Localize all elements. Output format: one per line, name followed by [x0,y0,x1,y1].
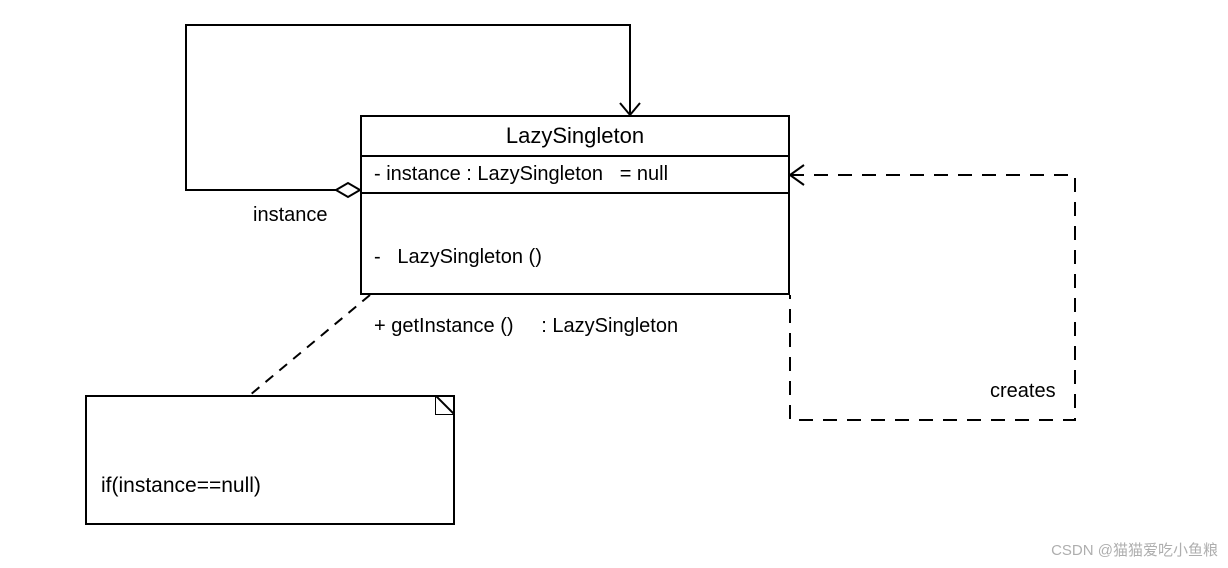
watermark: CSDN @猫猫爱吃小鱼粮 [1051,539,1218,560]
edge-note-anchor [250,295,370,395]
note-line-1: if(instance==null) [101,470,439,502]
label-creates: creates [990,380,1056,403]
class-box: LazySingleton - instance : LazySingleton… [360,115,790,295]
aggregation-diamond-icon [336,183,360,197]
note-box: if(instance==null) instance=new LazySing… [85,395,455,525]
class-name: LazySingleton [362,117,788,157]
class-operations: - LazySingleton () + getInstance () : La… [362,194,788,390]
arrowhead-creates-icon [790,165,804,185]
note-line-2: instance=new LazySingleton(); [101,565,439,568]
label-instance: instance [253,204,328,227]
class-attribute: - instance : LazySingleton = null [362,157,788,194]
class-op-1: - LazySingleton () [374,246,776,269]
note-corner-fold-icon [435,395,455,415]
class-op-2: + getInstance () : LazySingleton [374,315,776,338]
arrowhead-self-icon [620,103,640,115]
